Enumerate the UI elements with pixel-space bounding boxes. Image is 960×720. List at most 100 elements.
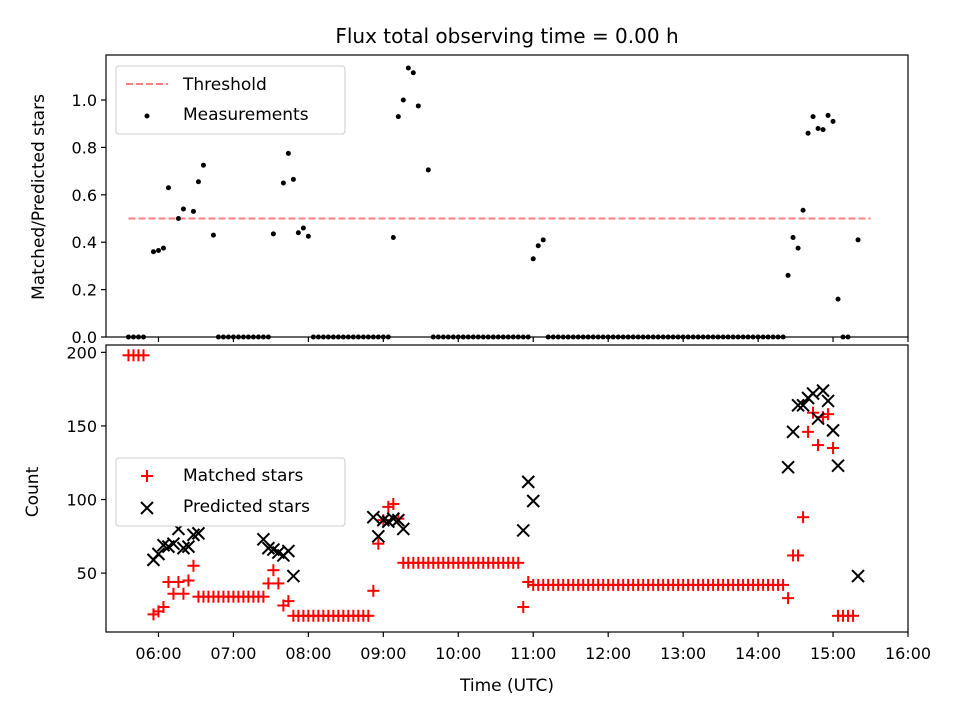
top-legend-frame xyxy=(115,65,346,135)
measurement-point xyxy=(425,167,431,173)
measurement-point xyxy=(610,334,616,340)
predicted-stars-point xyxy=(851,569,865,583)
x-marker-b xyxy=(186,528,201,542)
measurement-point xyxy=(175,216,181,222)
measurement-point xyxy=(565,334,571,340)
measurement-point xyxy=(835,296,841,302)
y-tick-label: 150 xyxy=(66,417,97,436)
x-tick-label: 07:00 xyxy=(210,644,256,663)
matched-stars-point xyxy=(822,408,835,421)
matched-stars-point xyxy=(797,511,810,524)
measurement-point xyxy=(230,334,236,340)
predicted-stars-point xyxy=(186,528,201,542)
measurement-point xyxy=(315,334,321,340)
measurement-point xyxy=(350,334,356,340)
x-tick-label: 12:00 xyxy=(585,644,631,663)
measurement-point xyxy=(600,334,606,340)
measurement-point xyxy=(490,334,496,340)
x-marker-b xyxy=(396,522,411,536)
measurement-point xyxy=(855,237,861,243)
predicted-stars-point xyxy=(516,523,530,538)
predicted-stars-point xyxy=(176,541,191,555)
measurement-point xyxy=(550,334,556,340)
measurement-point xyxy=(775,334,781,340)
measurement-point xyxy=(750,334,756,340)
measurement-point xyxy=(250,334,256,340)
measurement-point xyxy=(665,334,671,340)
predicted-stars-point xyxy=(821,394,835,408)
legend-matched-label: Matched stars xyxy=(183,466,303,486)
measurement-point xyxy=(595,334,601,340)
measurement-point xyxy=(710,334,716,340)
measurement-point xyxy=(395,114,401,120)
y-tick-label: 0.0 xyxy=(72,328,97,347)
legend-threshold-label: Threshold xyxy=(182,75,267,95)
measurement-point xyxy=(605,334,611,340)
measurement-point xyxy=(730,334,736,340)
measurement-point xyxy=(785,272,791,278)
matched-stars-point xyxy=(182,574,195,587)
measurement-point xyxy=(845,334,851,340)
x-marker-b xyxy=(516,523,530,538)
predicted-stars-point xyxy=(286,569,301,583)
y-tick-label: 50 xyxy=(77,564,97,583)
predicted-stars-point xyxy=(256,532,271,546)
x-marker-b xyxy=(366,510,381,524)
measurement-point xyxy=(125,334,131,340)
matched-stars-point xyxy=(782,592,795,605)
plot-frame xyxy=(105,344,909,633)
measurement-point xyxy=(555,334,561,340)
measurement-point xyxy=(330,334,336,340)
matched-stars-point xyxy=(812,439,825,452)
measurement-point xyxy=(795,245,801,251)
measurement-point xyxy=(510,334,516,340)
measurement-point xyxy=(790,234,796,240)
measurement-point xyxy=(160,245,166,251)
x-marker-b xyxy=(796,398,810,413)
measurement-point xyxy=(450,334,456,340)
x-marker-b xyxy=(261,541,276,555)
matched-stars-point xyxy=(187,559,200,572)
measurement-point xyxy=(680,334,686,340)
x-marker-b xyxy=(191,526,206,541)
measurement-point xyxy=(530,256,536,262)
measurement-point xyxy=(800,207,806,213)
predicted-stars-point xyxy=(791,398,805,413)
measurement-point xyxy=(135,334,141,340)
measurement-point xyxy=(440,334,446,340)
predicted-stars-point xyxy=(391,513,406,527)
x-tick-label: 09:00 xyxy=(360,644,406,663)
measurement-point xyxy=(295,230,301,236)
measurement-point xyxy=(570,334,576,340)
measurement-point xyxy=(505,334,511,340)
matched-stars-point xyxy=(387,497,400,510)
measurement-point xyxy=(640,334,646,340)
y-tick-label: 200 xyxy=(66,343,97,362)
measurement-point xyxy=(355,334,361,340)
x-marker-b xyxy=(151,547,166,561)
measurement-point xyxy=(240,334,246,340)
x-marker-b xyxy=(806,386,820,401)
x-marker-b xyxy=(811,411,825,426)
x-marker-b xyxy=(386,511,401,526)
measurement-point xyxy=(435,334,441,340)
measurement-point xyxy=(705,334,711,340)
matched-stars-point xyxy=(157,600,170,613)
measurement-point xyxy=(525,334,531,340)
legend-measurements-label: Measurements xyxy=(183,105,309,125)
y-tick-label: 1.0 xyxy=(72,91,97,110)
measurement-point xyxy=(620,334,626,340)
bottom-plot-area: 50 100 150 200 06:00 07:00 08:00 09:00 10:00 11:0… xyxy=(66,343,931,663)
legend-matched-swatch xyxy=(141,470,153,482)
measurement-point xyxy=(465,334,471,340)
measurement-point xyxy=(770,334,776,340)
measurement-point xyxy=(695,334,701,340)
measurement-point xyxy=(825,112,831,118)
measurement-point xyxy=(500,334,506,340)
measurement-point xyxy=(725,334,731,340)
matched-stars-point xyxy=(827,442,840,455)
measurement-point xyxy=(830,118,836,124)
measurement-point xyxy=(285,150,291,156)
x-marker-b xyxy=(816,383,830,398)
matched-stars-point xyxy=(792,549,805,562)
